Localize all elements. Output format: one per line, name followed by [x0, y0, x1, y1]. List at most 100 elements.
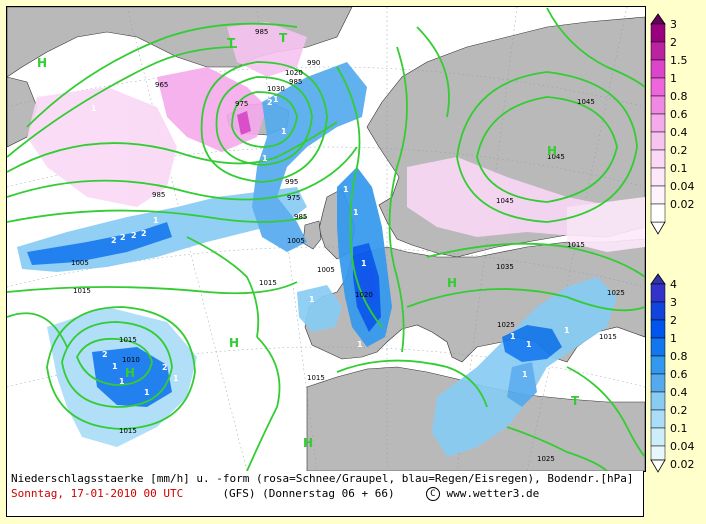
- precip-label: 1: [343, 185, 349, 194]
- isobar-label: 985: [294, 213, 307, 221]
- precip-label: 1: [281, 127, 287, 136]
- precip-legends: 3 2 1.5 1 0.8 0.6 0.4 0.2 0.1 0.04 0.02 …: [650, 13, 695, 473]
- rain-legend-swatch: [650, 355, 666, 375]
- precip-label: 1: [309, 295, 315, 304]
- rain-area: [27, 222, 172, 265]
- rain-legend-value: 4: [670, 278, 677, 291]
- isobar-label: 1045: [577, 98, 595, 106]
- caption-date: Sonntag, 17-01-2010 00 UTC: [11, 487, 184, 500]
- snow-legend-value: 0.1: [670, 162, 688, 175]
- snow-legend-value: 0.4: [670, 126, 688, 139]
- rain-legend-swatch: [650, 445, 666, 461]
- isobar-label: 1045: [496, 197, 514, 205]
- isobar-label: 975: [235, 100, 248, 108]
- snow-legend-swatch: [650, 59, 666, 79]
- precip-label: 1: [273, 95, 279, 104]
- snow-legend-swatch: [650, 41, 666, 61]
- caption-description: Niederschlagsstaerke [mm/h] u. -form (ro…: [11, 472, 634, 485]
- rain-area: [252, 62, 367, 252]
- precip-label: 1: [144, 388, 150, 397]
- isobar-label: 1015: [567, 241, 585, 249]
- pressure-centers: H T T H H H H T H: [37, 31, 580, 450]
- rain-legend-value: 2: [670, 314, 677, 327]
- snow-legend-swatch: [650, 185, 666, 205]
- precip-label: 2: [102, 350, 108, 359]
- isobar-label: 1030: [267, 85, 285, 93]
- precip-label: 1: [510, 332, 516, 341]
- rain-legend: 4 3 2 1 0.8 0.6 0.4 0.2 0.1 0.04 0.02: [650, 273, 695, 473]
- precip-label: 1: [361, 259, 367, 268]
- snow-legend-value: 2: [670, 36, 677, 49]
- caption-model: (GFS) (Donnerstag 06 + 66): [222, 487, 395, 500]
- rain-legend-value: 0.4: [670, 386, 688, 399]
- precip-label: 1: [262, 154, 268, 163]
- rain-legend-value: 0.02: [670, 458, 695, 471]
- snow-legend-swatch: [650, 113, 666, 133]
- rain-legend-value: 0.1: [670, 422, 688, 435]
- high-pressure-center: H: [447, 276, 457, 290]
- precip-label: 2: [111, 236, 117, 245]
- isobar-label: 985: [289, 78, 302, 86]
- precip-labels: 1 2 2 2 2 1 1 1 1 2 1 1 1 1 2 1 1 1 1 1 …: [91, 95, 570, 397]
- isobar-label: 1045: [547, 153, 565, 161]
- snow-legend-value: 3: [670, 18, 677, 31]
- snow-legend-swatch: [650, 23, 666, 43]
- snow-precip-areas: [27, 22, 645, 307]
- snow-legend-swatch: [650, 149, 666, 169]
- rain-legend-swatch: [650, 409, 666, 429]
- isobar-label: 1035: [496, 263, 514, 271]
- precip-label: 1: [526, 340, 532, 349]
- snow-legend-value: 0.02: [670, 198, 695, 211]
- rain-area: [297, 285, 342, 332]
- precip-label: 1: [353, 208, 359, 217]
- caption-site[interactable]: www.wetter3.de: [446, 487, 540, 500]
- isobar-label: 965: [155, 81, 168, 89]
- snow-area: [237, 111, 251, 135]
- precip-label: 1: [564, 326, 570, 335]
- rain-legend-swatch: [650, 301, 666, 321]
- precip-label: 2: [267, 98, 273, 107]
- isobar-label: 1015: [307, 374, 325, 382]
- high-pressure-center: H: [303, 436, 313, 450]
- isobar-labels: 985 990 985 975 965 985 995 975 985 1005…: [71, 28, 625, 463]
- precip-label: 1: [112, 362, 118, 371]
- isobar-label: 1025: [607, 289, 625, 297]
- high-pressure-center: H: [547, 144, 557, 158]
- isobar-label: 1015: [73, 287, 91, 295]
- snow-legend-value: 0.8: [670, 90, 688, 103]
- rain-legend-value: 0.6: [670, 368, 688, 381]
- rain-legend-value: 3: [670, 296, 677, 309]
- isobar-label: 1025: [537, 455, 555, 463]
- snow-legend-value: 1: [670, 72, 677, 85]
- isobar-label: 995: [285, 178, 298, 186]
- snow-area: [157, 67, 267, 152]
- precip-label: 1: [173, 374, 179, 383]
- high-pressure-center: H: [37, 56, 47, 70]
- precip-label: 1: [153, 216, 159, 225]
- snow-legend-swatch: [650, 203, 666, 223]
- isobar-label: 1020: [355, 291, 373, 299]
- isobar-label: 985: [255, 28, 268, 36]
- rain-legend-swatch: [650, 391, 666, 411]
- rain-legend-swatch: [650, 427, 666, 447]
- isobar-label: 1015: [259, 279, 277, 287]
- isobar-label: 1005: [317, 266, 335, 274]
- isobar-label: 1015: [119, 427, 137, 435]
- isobar-label: 1010: [122, 356, 140, 364]
- rain-legend-value: 0.8: [670, 350, 688, 363]
- precip-label: 2: [131, 231, 137, 240]
- snow-legend-swatch: [650, 131, 666, 151]
- high-pressure-center: H: [229, 336, 239, 350]
- snow-legend-swatch: [650, 77, 666, 97]
- precip-label: 2: [162, 363, 168, 372]
- rain-legend-value: 1: [670, 332, 677, 345]
- precip-label: 1: [119, 377, 125, 386]
- isobar-label: 985: [152, 191, 165, 199]
- rain-legend-top-arrow: [650, 273, 666, 285]
- snow-legend-swatch: [650, 95, 666, 115]
- precip-label: 1: [357, 340, 363, 349]
- precip-label: 1: [91, 104, 97, 113]
- snow-area: [27, 87, 177, 207]
- caption-info-line: Sonntag, 17-01-2010 00 UTC (GFS) (Donner…: [11, 486, 643, 501]
- snow-area: [567, 197, 645, 252]
